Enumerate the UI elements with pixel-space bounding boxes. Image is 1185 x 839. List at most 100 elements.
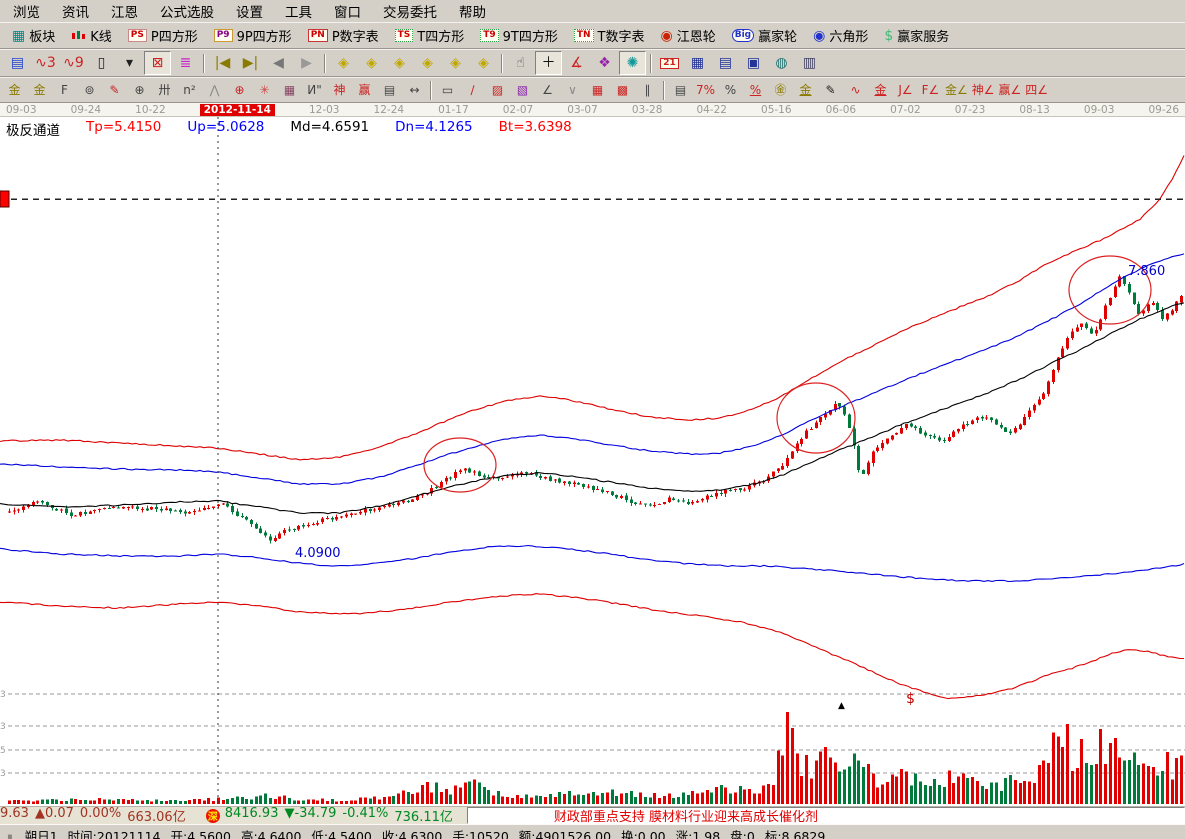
comb-ruler-tool[interactable]: 卅 (158, 83, 171, 97)
first-bar-icon[interactable]: |◀ (214, 55, 231, 71)
ying-angle-tool[interactable]: 赢∠ (998, 83, 1022, 97)
calculator-icon[interactable]: ▦ (690, 55, 705, 71)
shen-tool[interactable]: 神 (333, 83, 346, 97)
web-icon[interactable]: ◍ (775, 55, 788, 71)
menu-item-0[interactable]: 浏览 (13, 5, 40, 21)
tool-t-number-table[interactable]: TN T数字表 (566, 23, 653, 48)
info-list-icon[interactable]: ▤ (10, 55, 25, 71)
prev-bar-icon[interactable]: ◀ (273, 55, 284, 71)
box-tool[interactable]: ▭ (441, 83, 454, 97)
volume-profile-icon[interactable]: ≣ (179, 55, 192, 71)
h-measure-tool[interactable]: ↔ (409, 83, 420, 97)
angle-ruler-icon[interactable]: ∡ (570, 55, 583, 71)
ray-fan-tool[interactable]: ∕ (470, 83, 475, 97)
percent-tool[interactable]: % (724, 83, 737, 97)
diamond-zoom-in-icon[interactable]: ◈ (394, 55, 405, 71)
smart-brain-icon[interactable]: ✺ (619, 51, 646, 75)
gold-lines-tool[interactable]: 金 (799, 83, 812, 97)
wave9-icon[interactable]: ∿9 (63, 55, 84, 71)
date-tick-2[interactable]: 10-22 (135, 103, 166, 116)
zigzag-tool[interactable]: ∨ (568, 83, 577, 97)
si-angle-tool[interactable]: 四∠ (1025, 83, 1049, 97)
period-dropdown-icon[interactable]: ▾ (125, 55, 134, 71)
ying-tool[interactable]: 赢 (358, 83, 371, 97)
menu-item-8[interactable]: 帮助 (459, 5, 486, 21)
ruler123-tool[interactable]: ▤ (383, 83, 396, 97)
tool-winner-service[interactable]: $ 赢家服务 (876, 23, 957, 48)
circle-ruler-tool[interactable]: ⊕ (134, 83, 145, 97)
tool-sectors[interactable]: ▦ 板块 (4, 23, 63, 48)
calendar-icon[interactable]: 21 (656, 51, 683, 75)
tool-winner-wheel[interactable]: Big 赢家轮 (724, 23, 805, 48)
wave3-icon[interactable]: ∿3 (35, 55, 56, 71)
gold-under-tool[interactable]: 金 (874, 83, 887, 97)
percent-wave-tool[interactable]: 7% (695, 83, 716, 97)
print-icon[interactable]: ▥ (802, 55, 817, 71)
gold-gate2-tool[interactable]: 金 (33, 83, 46, 97)
gann-band-icon[interactable]: ❖ (598, 55, 611, 71)
n2-tool[interactable]: n² (183, 83, 196, 97)
fan-tool[interactable]: ⋀ (209, 83, 220, 97)
tool-9p-square[interactable]: P9 9P四方形 (206, 23, 300, 48)
candle-period-icon[interactable]: ▯ (97, 55, 106, 71)
menu-item-4[interactable]: 设置 (236, 5, 263, 21)
j-angle-tool[interactable]: J∠ (898, 83, 913, 97)
price-list-tool[interactable]: ▤ (674, 83, 687, 97)
gold-circle-tool[interactable]: ㊎ (774, 83, 787, 97)
hand-pan-icon[interactable]: ☝ (516, 55, 525, 71)
crosshair-icon[interactable]: ＋ (535, 51, 562, 75)
gold-gate-tool[interactable]: 金 (8, 83, 21, 97)
spray-tool[interactable]: ✎ (109, 83, 120, 97)
star-burst-tool[interactable]: ✳ (259, 83, 270, 97)
grid-star-tool[interactable]: ▦ (283, 83, 296, 97)
wave-band-tool[interactable]: ∿ (850, 83, 861, 97)
date-tick-12[interactable]: 06-06 (825, 103, 857, 116)
red-grid-tool[interactable]: ▦ (591, 83, 604, 97)
menu-item-3[interactable]: 公式选股 (160, 5, 214, 21)
date-tick-14[interactable]: 07-23 (954, 103, 986, 116)
date-tick-11[interactable]: 05-16 (761, 103, 792, 116)
menu-item-2[interactable]: 江恩 (111, 5, 138, 21)
date-tick-17[interactable]: 09-26 (1148, 103, 1179, 116)
box-fan2-tool[interactable]: ▧ (516, 83, 529, 97)
tool-p-square[interactable]: PS P四方形 (120, 23, 206, 48)
diamond-compress-icon[interactable]: ◈ (450, 55, 461, 71)
diamond-expand-icon[interactable]: ◈ (478, 55, 489, 71)
date-tick-10[interactable]: 04-22 (696, 103, 727, 116)
candlestick-chart[interactable]: 3 3 5 3 4.0900 7.860 $ ▲ (0, 117, 1185, 806)
tool-9t-square[interactable]: T9 9T四方形 (472, 23, 566, 48)
percent-line-tool[interactable]: % (749, 83, 762, 97)
last-bar-icon[interactable]: ▶| (242, 55, 259, 71)
brush-tool[interactable]: ✎ (825, 83, 836, 97)
spiral-tool[interactable]: ⊚ (84, 83, 95, 97)
tool-p-number-table[interactable]: PN P数字表 (300, 23, 387, 48)
gold-angle-tool[interactable]: 金∠ (945, 83, 968, 97)
f-grid-tool[interactable]: F (61, 83, 68, 97)
tool-t-square[interactable]: TS T四方形 (387, 23, 473, 48)
angle-mark-tool[interactable]: И" (307, 83, 322, 97)
news-headline-box[interactable]: 财政部重点支持 膜材料行业迎来高成长催化剂 (466, 807, 1185, 824)
date-tick-4[interactable]: 12-03 (308, 103, 340, 116)
date-tick-3[interactable]: 2012-11-14 (199, 103, 275, 116)
date-tick-1[interactable]: 09-24 (70, 103, 102, 116)
save-icon[interactable]: ▣ (746, 55, 761, 71)
date-tick-7[interactable]: 02-07 (502, 103, 534, 116)
grid-box-tool[interactable]: ▩ (616, 83, 629, 97)
box-fan-tool[interactable]: ▨ (491, 83, 504, 97)
date-tick-6[interactable]: 01-17 (438, 103, 469, 116)
tool-gann-wheel[interactable]: ◉ 江恩轮 (653, 23, 724, 48)
diamond-pan-left-icon[interactable]: ◈ (338, 55, 349, 71)
diamond-zoom-out-icon[interactable]: ◈ (422, 55, 433, 71)
target-cross-tool[interactable]: ⊕ (234, 83, 245, 97)
diamond-pan-right-icon[interactable]: ◈ (366, 55, 377, 71)
date-tick-8[interactable]: 03-07 (567, 103, 598, 116)
chart-area[interactable]: 极反通道 Tp=5.4150 Up=5.0628 Md=4.6591 Dn=4.1265… (0, 117, 1185, 806)
pattern-tool-icon[interactable]: ⊠ (144, 51, 171, 75)
shen-angle-tool[interactable]: 神∠ (971, 83, 995, 97)
tool-kline[interactable]: K线 (63, 23, 120, 48)
date-tick-13[interactable]: 07-02 (890, 103, 921, 116)
date-tick-9[interactable]: 03-28 (631, 103, 663, 116)
f-angle-tool[interactable]: F∠ (921, 83, 940, 97)
menu-item-5[interactable]: 工具 (285, 5, 312, 21)
menu-item-6[interactable]: 窗口 (334, 5, 361, 21)
